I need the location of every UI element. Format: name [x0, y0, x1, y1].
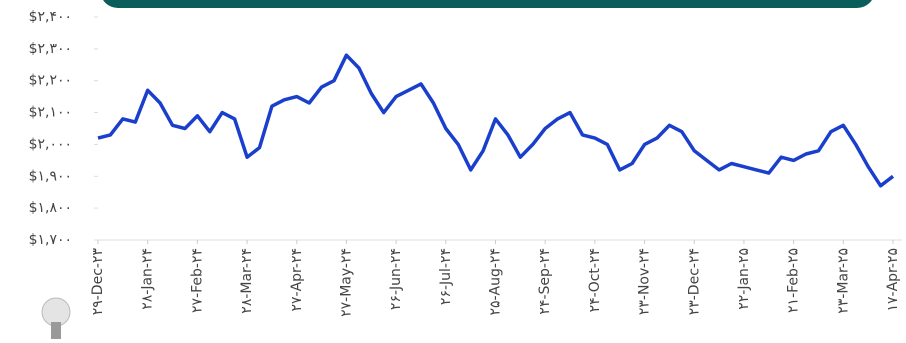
- y-tick-label: $۲,۴۰۰: [29, 9, 72, 25]
- banner: [103, 0, 872, 8]
- bulb-icon: [41, 297, 71, 339]
- x-tick-label: ۲۳-Dec-۲۴: [686, 248, 702, 315]
- x-tick-label: ۲۸-Jan-۲۴: [140, 248, 156, 310]
- x-tick-label: ۲۸-Mar-۲۴: [239, 248, 255, 314]
- x-tick-label: ۲۷-Feb-۲۴: [189, 248, 205, 313]
- y-tick-label: $۲,۲۰۰: [29, 73, 72, 89]
- y-tick-label: $۱,۷۰۰: [29, 232, 72, 248]
- x-tick-label: ۲۶-Jun-۲۴: [388, 248, 404, 310]
- x-tick-label: ۲۷-May-۲۴: [338, 248, 354, 317]
- line: [97, 53, 895, 188]
- x-tick-label: ۲۹-Dec-۲۳: [90, 248, 106, 316]
- y-tick-label: $۲,۰۰۰: [29, 136, 72, 152]
- x-tick-label: ۲۴-Sep-۲۴: [537, 248, 553, 315]
- y-tick-label: $۲,۳۰۰: [29, 41, 72, 57]
- x-tick-label: ۲۳-Nov-۲۴: [637, 248, 653, 315]
- x-tick-label: ۲۴-Oct-۲۴: [587, 248, 603, 312]
- x-tick-label: ۱۷-Apr-۲۵: [885, 248, 901, 312]
- x-tick-label: ۲۷-Apr-۲۴: [289, 248, 305, 312]
- x-tick-label: ۲۱-Feb-۲۵: [786, 248, 802, 313]
- x-tick-label: ۲۵-Aug-۲۴: [488, 248, 504, 316]
- x-tick-label: ۲۲-Jan-۲۵: [736, 248, 752, 310]
- x-tick-label: ۲۶-Jul-۲۴: [438, 248, 454, 305]
- y-tick-label: $۲,۱۰۰: [29, 105, 72, 121]
- y-tick-label: $۱,۹۰۰: [29, 168, 72, 184]
- y-tick-label: $۱,۸۰۰: [29, 200, 72, 216]
- x-tick-label: ۲۳-Mar-۲۵: [835, 248, 851, 314]
